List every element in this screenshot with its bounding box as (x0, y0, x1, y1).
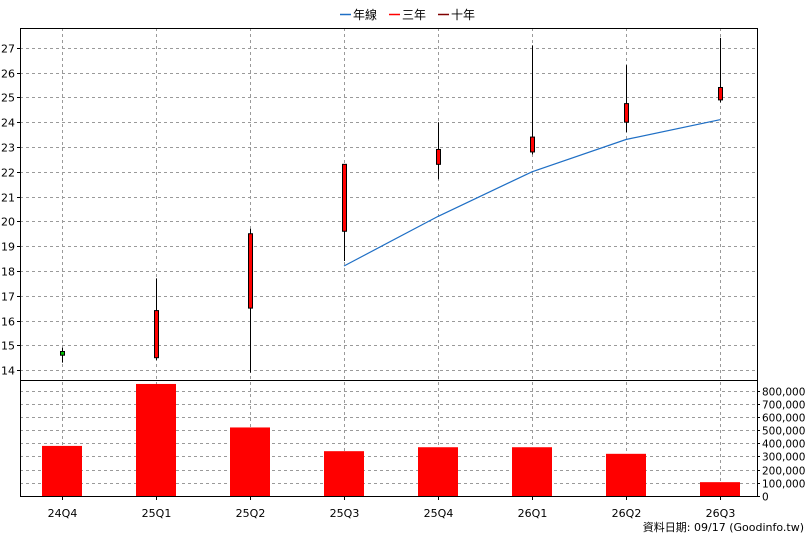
candle-body (436, 148, 441, 165)
volume-series (42, 383, 740, 496)
x-axis: 24Q4 25Q1 25Q2 25Q3 25Q4 26Q1 26Q2 26Q3 (48, 496, 736, 520)
x-tick-label: 26Q2 (612, 507, 642, 520)
candle-body (624, 103, 629, 123)
legend-label: 三年 (402, 8, 426, 22)
data-date-footer: 資料日期: 09/17 (Goodinfo.tw) (643, 520, 804, 534)
candle-body (248, 233, 253, 309)
x-tick-label: 25Q3 (330, 507, 360, 520)
volume-bar (42, 445, 82, 496)
legend: 年線 三年 十年 (340, 7, 475, 22)
price-axis: 14 15 16 17 18 19 20 21 22 23 24 25 26 27 (1, 43, 20, 378)
plot-frames (20, 28, 758, 497)
volume-bar (324, 451, 364, 496)
x-tick-label: 25Q4 (424, 507, 454, 520)
x-tick-label: 24Q4 (48, 507, 78, 520)
price-tick-label: 22 (1, 167, 15, 180)
volume-bar (512, 447, 552, 496)
x-tick-label: 25Q1 (142, 507, 172, 520)
price-tick-label: 24 (1, 117, 15, 130)
volume-tick-label: 400,000 (762, 439, 805, 451)
price-tick-label: 20 (1, 216, 15, 229)
candle-series (60, 37, 723, 373)
volume-tick-label: 600,000 (762, 413, 805, 425)
volume-bar (700, 482, 740, 496)
volume-tick-label: 0 (762, 492, 769, 504)
price-tick-label: 27 (1, 43, 15, 56)
price-tick-label: 21 (1, 192, 15, 205)
candle-body (154, 310, 159, 359)
price-tick-label: 14 (1, 365, 15, 378)
line-series-annual (343, 119, 721, 267)
volume-tick-label: 300,000 (762, 452, 805, 464)
candle-body (718, 86, 723, 101)
volume-tick-label: 800,000 (762, 387, 805, 399)
x-tick-label: 26Q1 (518, 507, 548, 520)
candle-body (530, 136, 535, 153)
price-tick-label: 18 (1, 266, 15, 279)
price-tick-label: 19 (1, 241, 15, 254)
candle-body (342, 163, 347, 232)
volume-bar (418, 447, 458, 496)
price-tick-label: 17 (1, 291, 15, 304)
volume-panel-frame (20, 380, 758, 497)
volume-tick-label: 200,000 (762, 466, 805, 478)
price-tick-label: 26 (1, 68, 15, 81)
volume-bar (230, 427, 270, 496)
volume-bar (136, 383, 176, 496)
price-tick-label: 16 (1, 316, 15, 329)
volume-tick-label: 500,000 (762, 426, 805, 438)
x-tick-label: 25Q2 (236, 507, 266, 520)
grid (20, 28, 757, 496)
legend-label: 年線 (353, 7, 377, 22)
price-tick-label: 25 (1, 92, 15, 105)
price-panel-frame (20, 28, 758, 381)
price-tick-label: 23 (1, 142, 15, 155)
legend-label: 十年 (451, 8, 475, 22)
candle-body (60, 350, 65, 356)
x-tick-label: 26Q3 (706, 507, 736, 520)
volume-bar (606, 453, 646, 496)
line-series (343, 119, 721, 267)
price-tick-label: 15 (1, 340, 15, 353)
volume-tick-label: 700,000 (762, 400, 805, 412)
volume-tick-label: 100,000 (762, 479, 805, 491)
